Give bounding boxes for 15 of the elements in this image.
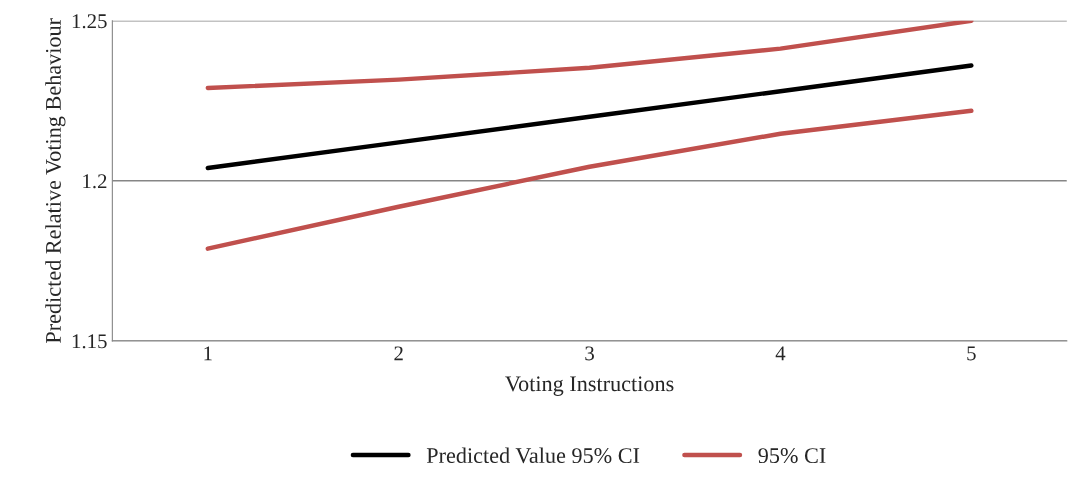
y-tick-label: 1.15	[72, 334, 107, 349]
legend-label: 95% CI	[758, 448, 826, 464]
x-tick-label: 1	[204, 346, 212, 361]
x-axis-title: Voting Instructions	[505, 376, 674, 396]
y-tick-label: 1.2	[83, 174, 107, 189]
y-axis-title: Predicted Relative Voting Behaviour	[45, 18, 66, 344]
x-tick-label: 2	[394, 346, 403, 361]
x-tick-label: 4	[775, 346, 786, 361]
x-tick-label: 5	[967, 346, 976, 361]
line-series	[205, 20, 974, 91]
line-series	[205, 63, 974, 171]
x-tick-label: 3	[585, 346, 594, 361]
y-tick-label: 1.25	[72, 14, 107, 29]
legend-label: Predicted Value 95% CI	[426, 447, 640, 464]
line-series	[205, 108, 974, 251]
